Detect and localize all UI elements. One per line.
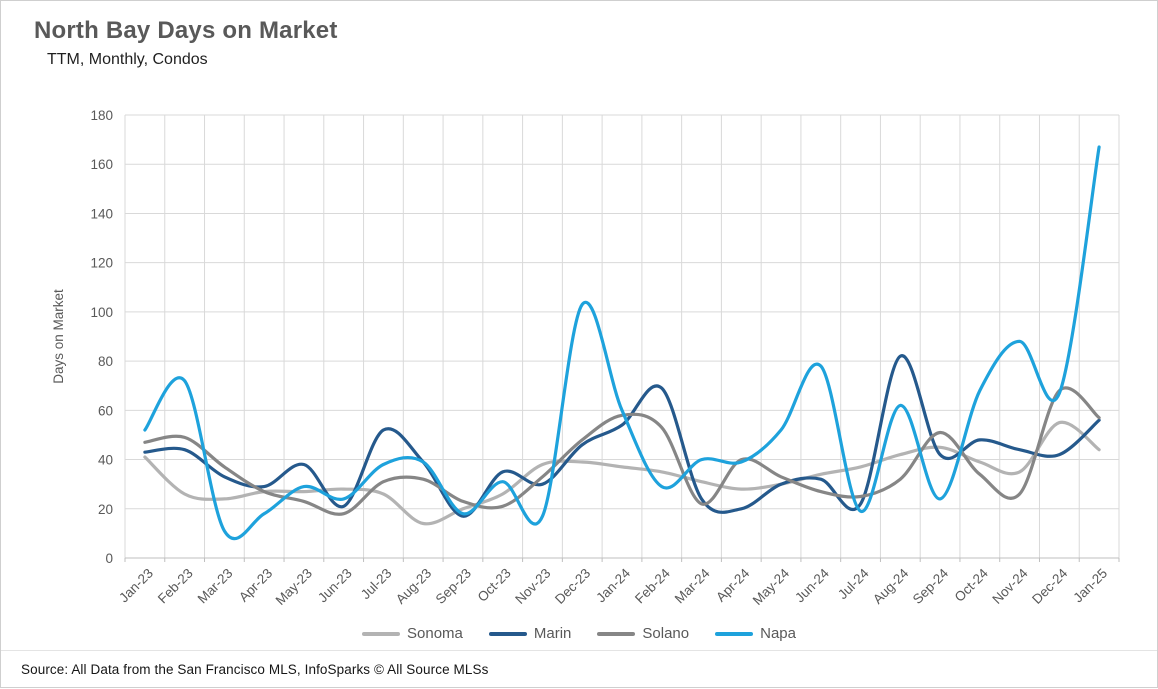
legend-label-marin: Marin [533, 625, 572, 642]
x-tick-label: Jul-23 [358, 566, 395, 603]
x-tick-label: Mar-23 [195, 566, 236, 607]
x-tick-label: May-24 [750, 565, 793, 608]
y-tick-label: 120 [90, 256, 113, 271]
y-axis-title: Days on Market [51, 289, 66, 384]
x-tick-label: Apr-23 [236, 566, 275, 605]
x-tick-label: Sep-24 [910, 565, 952, 607]
x-tick-label: Jun-24 [792, 565, 832, 605]
legend-item-marin: Marin [488, 625, 572, 642]
marin-line-swatch [488, 631, 527, 636]
x-tick-label: Jun-23 [315, 566, 355, 606]
x-tick-label: Aug-24 [870, 565, 912, 607]
napa-line-swatch [715, 631, 754, 636]
legend-label-napa: Napa [760, 625, 796, 642]
legend-item-napa: Napa [715, 625, 796, 642]
x-tick-label: Sep-23 [433, 566, 474, 607]
legend-label-solano: Solano [642, 625, 690, 642]
x-tick-label: Mar-24 [672, 565, 713, 606]
solano-line-swatch [597, 631, 636, 636]
x-tick-label: Oct-24 [952, 565, 992, 605]
chart-legend: Sonoma Marin Solano Napa [1, 625, 1157, 642]
x-tick-label: Jan-25 [1070, 566, 1110, 606]
x-tick-label: Nov-23 [512, 566, 553, 607]
solano-series-line [143, 386, 1101, 516]
legend-item-solano: Solano [597, 625, 689, 642]
y-tick-label: 0 [105, 551, 113, 566]
napa-series-line [143, 145, 1101, 541]
x-tick-label: Jan-24 [593, 565, 633, 605]
y-tick-label: 80 [98, 354, 113, 369]
x-tick-label: Jan-23 [116, 566, 156, 606]
source-bar: Source: All Data from the San Francisco … [1, 650, 1157, 687]
legend-item-sonoma: Sonoma [362, 625, 463, 642]
chart-subtitle: TTM, Monthly, Condos [47, 51, 208, 68]
y-tick-label: 60 [98, 403, 113, 418]
sonoma-series-line [143, 420, 1101, 526]
x-tick-label: Jul-24 [835, 565, 872, 602]
y-tick-label: 140 [90, 206, 113, 221]
y-tick-label: 20 [98, 502, 113, 517]
y-tick-label: 180 [90, 108, 113, 123]
legend-label-sonoma: Sonoma [407, 625, 463, 642]
y-tick-label: 160 [90, 157, 113, 172]
x-tick-label: May-23 [273, 566, 315, 608]
y-tick-label: 100 [90, 305, 113, 320]
x-tick-label: Apr-24 [713, 565, 753, 605]
x-tick-label: Nov-24 [989, 565, 1031, 607]
x-tick-label: Dec-23 [552, 566, 593, 607]
x-tick-label: Feb-23 [155, 566, 196, 607]
source-text: Source: All Data from the San Francisco … [21, 661, 489, 677]
x-tick-label: Dec-24 [1029, 565, 1071, 607]
x-tick-label: Oct-23 [475, 566, 514, 605]
sonoma-line-swatch [362, 631, 401, 636]
x-tick-label: Feb-24 [632, 565, 673, 606]
chart-title: North Bay Days on Market [34, 17, 338, 44]
chart-header: North Bay Days on Market TTM, Monthly, C… [34, 17, 338, 69]
y-tick-label: 40 [98, 453, 113, 468]
x-tick-label: Aug-23 [393, 566, 434, 607]
